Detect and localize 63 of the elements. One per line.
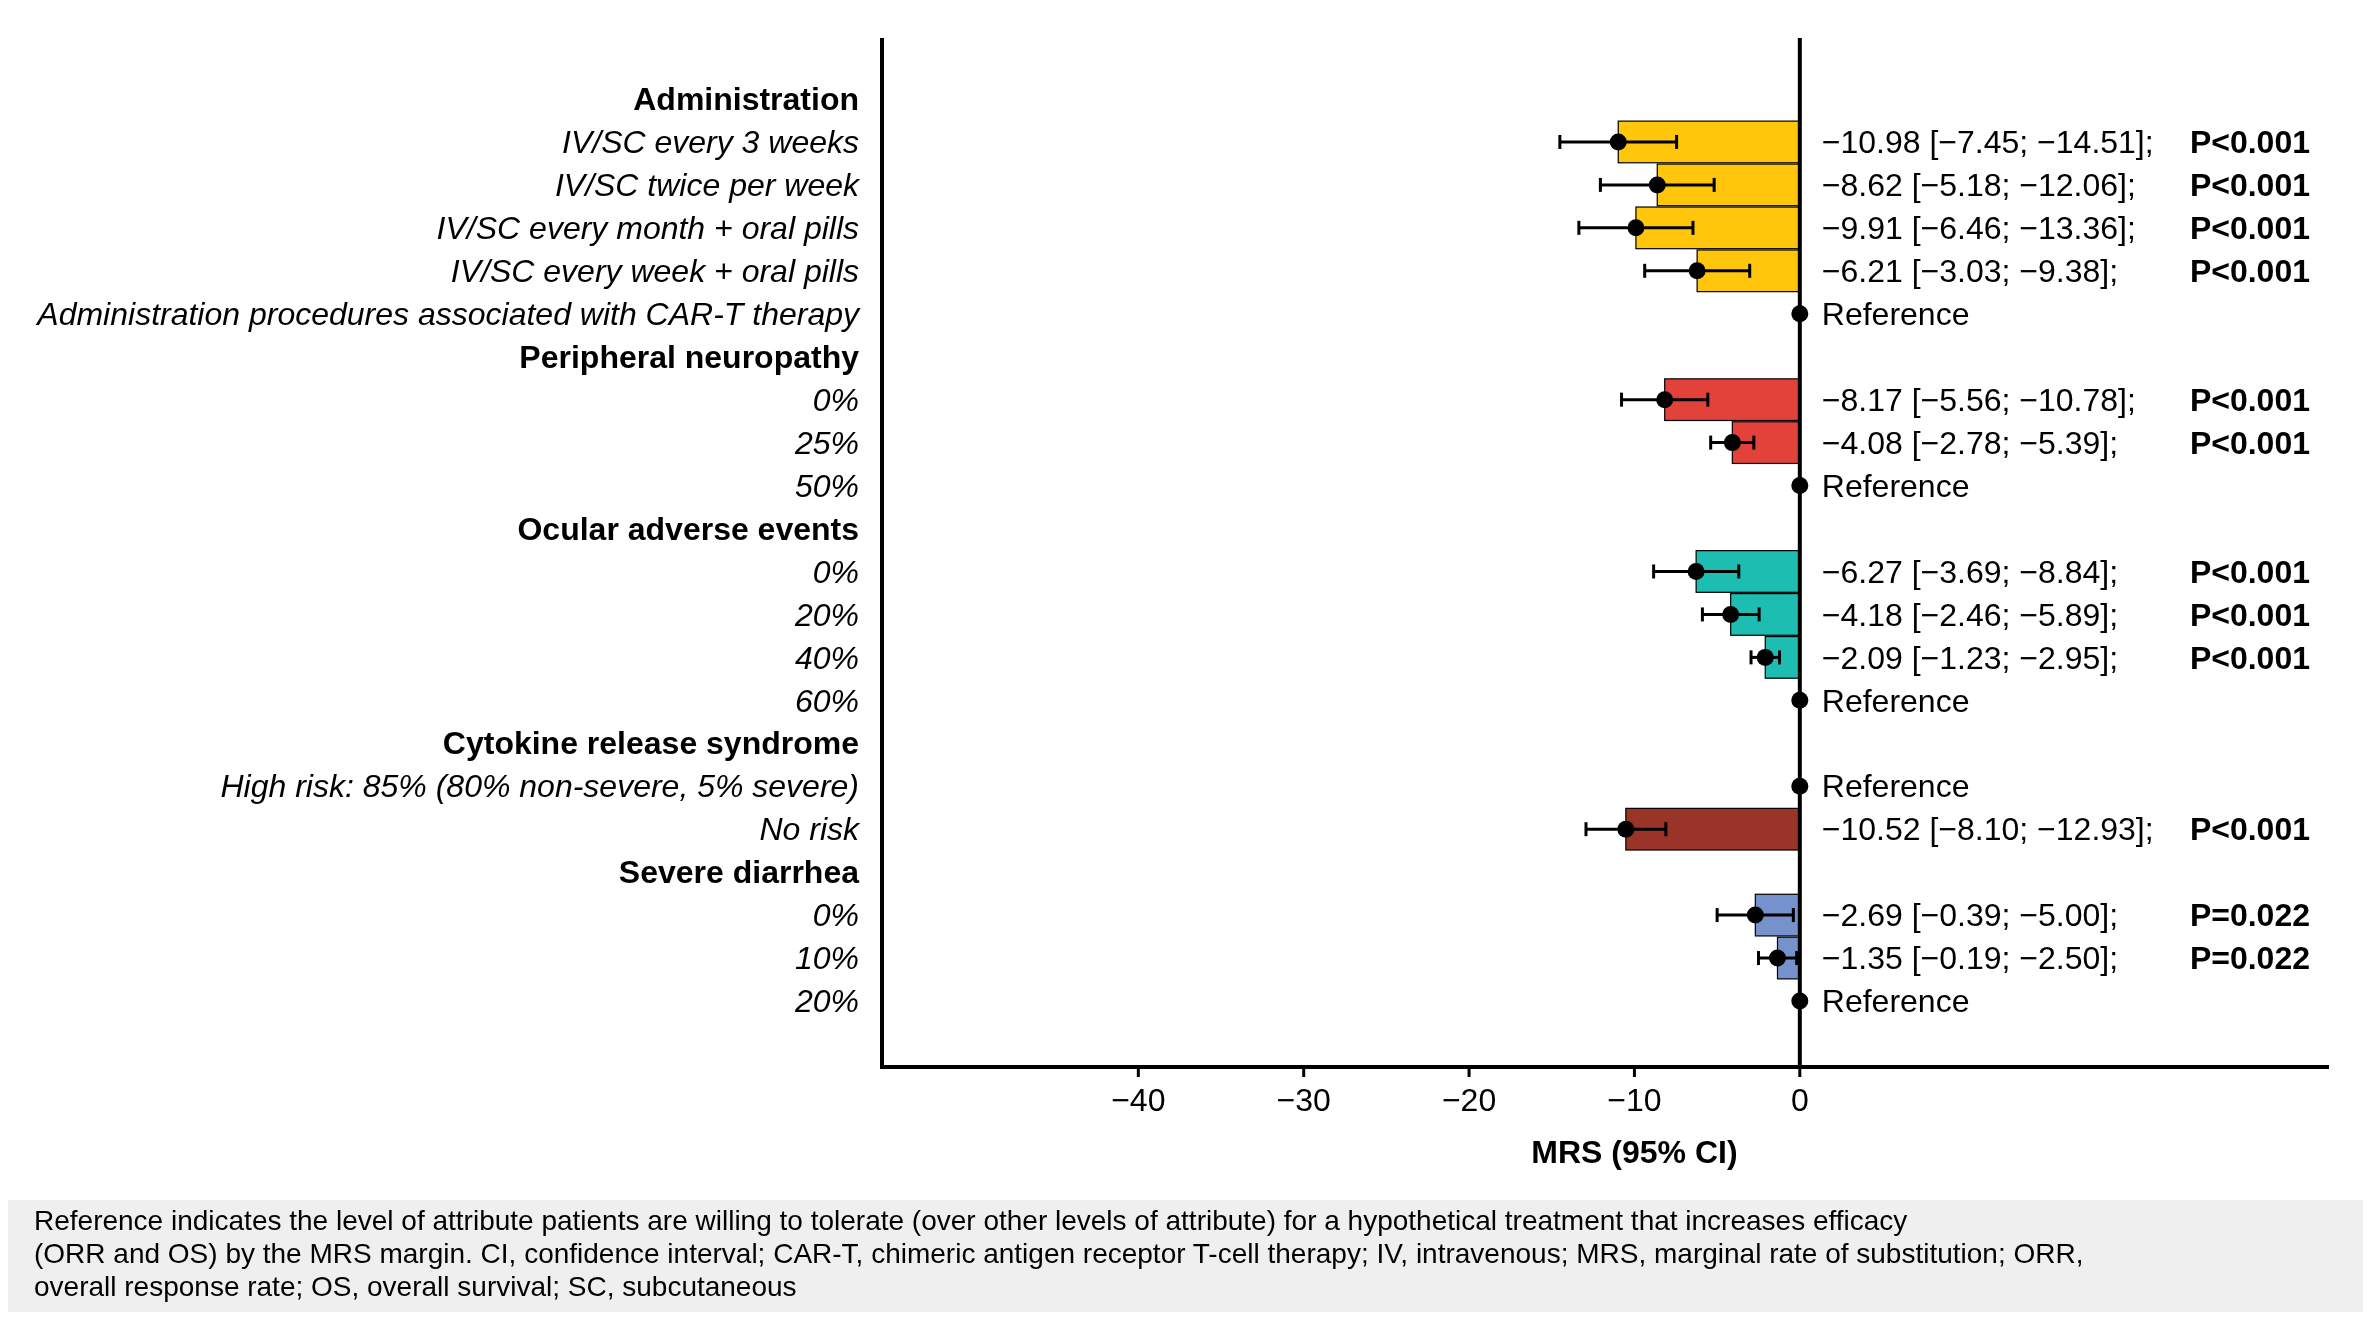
x-axis-title: MRS (95% CI) [1531, 1134, 1738, 1170]
x-tick-label: −10 [1607, 1082, 1662, 1118]
y-tick-label: No risk [759, 811, 861, 848]
text: −2.09 [−1.23; −2.95]; P<0.001 [1821, 639, 2310, 676]
point [1791, 777, 1809, 795]
text: −4.18 [−2.46; −5.89]; P<0.001 [1821, 596, 2310, 633]
y-tick-label: IV/SC every week + oral pills [450, 253, 859, 290]
y-tick-label: 0% [812, 553, 859, 590]
text: −9.91 [−6.46; −13.36]; P<0.001 [1821, 210, 2310, 247]
point [1746, 906, 1764, 924]
x-tick-label: 0 [1790, 1082, 1809, 1118]
text: −6.27 [−3.69; −8.84]; P<0.001 [1821, 553, 2310, 590]
y-tick-label: 60% [794, 682, 859, 719]
text: −4.08 [−2.78; −5.39]; P<0.001 [1821, 424, 2310, 461]
y-tick-label: IV/SC every 3 weeks [562, 124, 859, 161]
y-tick-label: High risk: 85% (80% non-severe, 5% severe) [220, 768, 859, 805]
x-tick-label: −40 [1111, 1082, 1166, 1118]
text: −8.62 [−5.18; −12.06]; P<0.001 [1821, 167, 2310, 204]
y-tick-label: 0% [812, 381, 859, 418]
point [1723, 434, 1741, 452]
x-tick-label: −30 [1276, 1082, 1331, 1118]
point [1768, 949, 1786, 967]
y-tick-label: 20% [793, 596, 859, 633]
point [1791, 477, 1809, 495]
y-tick-label: 10% [794, 940, 859, 977]
data-label: Reference [1821, 295, 1970, 332]
point [1627, 219, 1645, 237]
y-tick-label: Administration [633, 81, 859, 118]
y-tick-label: 50% [794, 467, 859, 504]
y-tick-label: 0% [812, 897, 859, 934]
y-tick-label: IV/SC twice per week [554, 167, 861, 204]
point [1687, 562, 1705, 580]
point [1791, 305, 1809, 323]
point [1609, 133, 1627, 151]
point [1688, 262, 1706, 280]
y-tick-label: Administration procedures associated with CAR-T therapy [35, 295, 861, 332]
x-tick-label: −20 [1441, 1082, 1497, 1118]
point [1617, 820, 1635, 838]
y-tick-label: IV/SC every month + oral pills [436, 210, 859, 247]
text: −6.21 [−3.03; −9.38]; P<0.001 [1821, 253, 2310, 290]
text: Reference indicates the level of attribute patients are willing to tolerate (over other levels of attribute) for a hypothetical treatment that increases efficacy (ORR and OS) by the MRS margin. CI, confidence interval; CAR-T, chimeric antigen receptor T-cell therapy; IV, intravenous; MRS, marginal rate of substitution; ORR, overall response rate; OS, overall survival; SC, subcutaneous [34, 1205, 2084, 1302]
data-label: −10.98 [−7.45; −14.51]; P<0.001 [1821, 124, 2310, 161]
text: −8.17 [−5.56; −10.78]; P<0.001 [1821, 381, 2310, 418]
y-tick-label: 20% [793, 983, 859, 1020]
point [1648, 176, 1666, 194]
data-label: Reference [1821, 467, 1970, 504]
data-label: −10.52 [−8.10; −12.93]; P<0.001 [1821, 811, 2310, 848]
y-tick-label: Severe diarrhea [618, 854, 860, 891]
y-tick-label: Cytokine release syndrome [442, 725, 859, 762]
point [1656, 391, 1674, 409]
y-tick-label: 40% [794, 639, 859, 676]
text: −1.35 [−0.19; −2.50]; P=0.022 [1821, 940, 2310, 977]
point [1791, 691, 1809, 709]
data-label: Reference [1821, 983, 1970, 1020]
data-label: Reference [1821, 768, 1970, 805]
y-tick-label: Ocular adverse events [517, 510, 859, 547]
text: −2.69 [−0.39; −5.00]; P=0.022 [1821, 897, 2310, 934]
point [1791, 992, 1809, 1010]
point [1722, 605, 1740, 623]
y-tick-label: Peripheral neuropathy [519, 338, 860, 375]
point [1756, 648, 1774, 666]
data-label: Reference [1821, 682, 1970, 719]
y-tick-label: 25% [793, 424, 859, 461]
